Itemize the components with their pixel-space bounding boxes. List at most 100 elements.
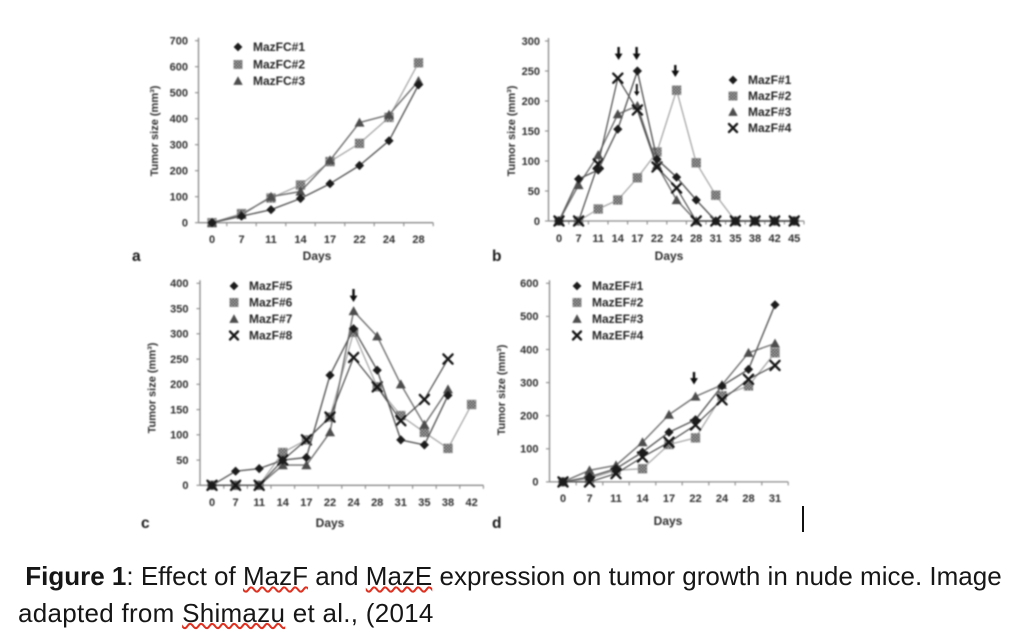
svg-text:14: 14 [277,497,290,509]
svg-text:31: 31 [769,493,781,505]
svg-text:22: 22 [651,233,663,245]
svg-text:0: 0 [209,497,215,509]
svg-text:31: 31 [710,233,722,245]
svg-text:400: 400 [520,344,538,356]
svg-text:MazF#6: MazF#6 [249,296,293,310]
svg-text:7: 7 [576,233,582,245]
svg-text:700: 700 [170,36,188,48]
svg-text:c: c [141,515,150,532]
svg-text:35: 35 [418,497,430,509]
svg-text:24: 24 [716,493,729,505]
svg-text:7: 7 [238,234,244,246]
svg-text:38: 38 [749,233,761,245]
svg-text:42: 42 [465,497,477,509]
svg-text:b: b [492,248,501,265]
svg-text:24: 24 [347,497,360,509]
svg-text:0: 0 [556,233,562,245]
svg-text:250: 250 [170,354,188,366]
svg-text:14: 14 [294,234,307,246]
svg-text:200: 200 [522,96,540,108]
svg-text:28: 28 [371,497,383,509]
svg-text:7: 7 [233,497,239,509]
svg-text:28: 28 [742,493,754,505]
svg-text:0: 0 [209,234,215,246]
svg-text:MazF#1: MazF#1 [748,73,792,87]
svg-text:Days: Days [303,249,332,263]
svg-text:100: 100 [522,156,540,168]
svg-text:MazFC#2: MazFC#2 [253,58,305,72]
svg-text:MazFC#3: MazFC#3 [253,74,305,88]
svg-text:11: 11 [610,493,622,505]
svg-text:MazF#3: MazF#3 [748,105,792,119]
svg-text:Tumor size (mm³): Tumor size (mm³) [149,85,161,176]
svg-text:17: 17 [663,493,675,505]
svg-text:500: 500 [170,88,188,100]
svg-text:0: 0 [534,216,540,228]
svg-text:d: d [492,515,501,532]
svg-text:MazF#4: MazF#4 [748,121,792,135]
svg-text:22: 22 [324,497,336,509]
svg-text:Days: Days [316,516,345,530]
svg-text:24: 24 [670,233,683,245]
svg-text:MazEF#1: MazEF#1 [592,279,644,293]
svg-text:Tumor size (mm³): Tumor size (mm³) [496,344,508,435]
svg-text:MazF#5: MazF#5 [249,279,293,293]
svg-text:22: 22 [689,493,701,505]
svg-text:22: 22 [353,234,365,246]
svg-text:14: 14 [612,233,625,245]
svg-text:24: 24 [383,234,396,246]
svg-text:150: 150 [170,404,188,416]
svg-text:28: 28 [412,234,424,246]
svg-text:0: 0 [532,477,538,489]
svg-text:Days: Days [655,249,684,263]
svg-text:MazF#2: MazF#2 [748,89,792,103]
svg-text:MazF#8: MazF#8 [249,329,293,343]
svg-text:100: 100 [170,192,188,204]
svg-text:17: 17 [300,497,312,509]
svg-text:MazEF#4: MazEF#4 [592,329,644,343]
svg-text:50: 50 [176,455,188,467]
svg-text:0: 0 [560,493,566,505]
svg-text:150: 150 [522,126,540,138]
svg-text:MazFC#1: MazFC#1 [253,40,305,54]
svg-text:35: 35 [729,233,741,245]
svg-text:Tumor size (mm³): Tumor size (mm³) [147,342,159,433]
svg-text:a: a [132,248,141,265]
svg-text:11: 11 [265,234,277,246]
svg-text:300: 300 [170,329,188,341]
svg-text:17: 17 [631,233,643,245]
svg-text:7: 7 [586,493,592,505]
svg-text:28: 28 [690,233,702,245]
svg-text:11: 11 [592,233,604,245]
svg-text:200: 200 [520,411,538,423]
svg-text:31: 31 [395,497,407,509]
svg-text:38: 38 [442,497,454,509]
svg-text:600: 600 [170,62,188,74]
svg-text:0: 0 [182,218,188,230]
svg-text:100: 100 [170,430,188,442]
svg-text:11: 11 [253,497,265,509]
svg-text:400: 400 [170,278,188,290]
svg-text:600: 600 [520,278,538,290]
svg-text:200: 200 [170,379,188,391]
svg-text:100: 100 [520,444,538,456]
svg-text:300: 300 [520,377,538,389]
svg-text:0: 0 [182,480,188,492]
svg-text:MazEF#3: MazEF#3 [592,312,644,326]
svg-text:17: 17 [324,234,336,246]
svg-text:300: 300 [522,36,540,48]
svg-text:42: 42 [768,233,780,245]
svg-text:350: 350 [170,303,188,315]
svg-text:250: 250 [522,66,540,78]
svg-text:Tumor size (mm³): Tumor size (mm³) [506,85,518,176]
svg-text:500: 500 [520,311,538,323]
svg-text:200: 200 [170,166,188,178]
svg-text:45: 45 [788,233,800,245]
svg-text:14: 14 [636,493,649,505]
svg-text:MazF#7: MazF#7 [249,312,293,326]
svg-text:Days: Days [654,514,683,528]
svg-text:MazEF#2: MazEF#2 [592,296,644,310]
svg-text:400: 400 [170,114,188,126]
svg-text:300: 300 [170,140,188,152]
svg-text:50: 50 [528,186,540,198]
